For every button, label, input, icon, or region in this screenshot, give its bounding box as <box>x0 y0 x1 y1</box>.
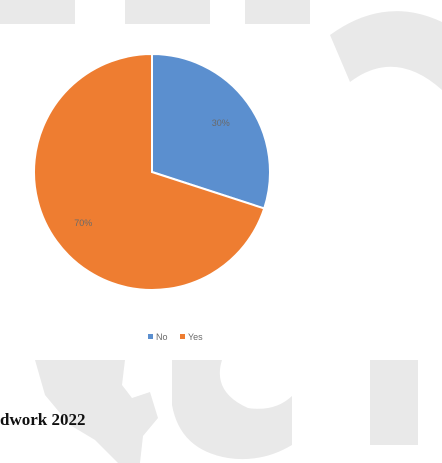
watermark-c-shape <box>172 360 292 460</box>
watermark-continent <box>35 360 158 463</box>
pie-chart: 30% 70% <box>33 52 271 291</box>
data-label-yes: 70% <box>74 218 92 228</box>
watermark-bar-4 <box>370 360 418 445</box>
legend-swatch-yes <box>180 334 185 339</box>
pie-slice-yes <box>33 52 266 291</box>
data-label-no: 30% <box>212 118 230 128</box>
legend-swatch-no <box>148 334 153 339</box>
watermark-bar-1 <box>0 0 75 24</box>
page-caption: dwork 2022 <box>0 410 86 429</box>
watermark-arc-top <box>330 11 442 91</box>
chart-legend: No Yes <box>148 332 203 342</box>
legend-label-yes: Yes <box>188 332 203 342</box>
legend-label-no: No <box>156 332 168 342</box>
watermark-bar-3 <box>245 0 310 24</box>
pie-slice-no <box>151 52 271 210</box>
watermark-bar-2 <box>125 0 210 24</box>
